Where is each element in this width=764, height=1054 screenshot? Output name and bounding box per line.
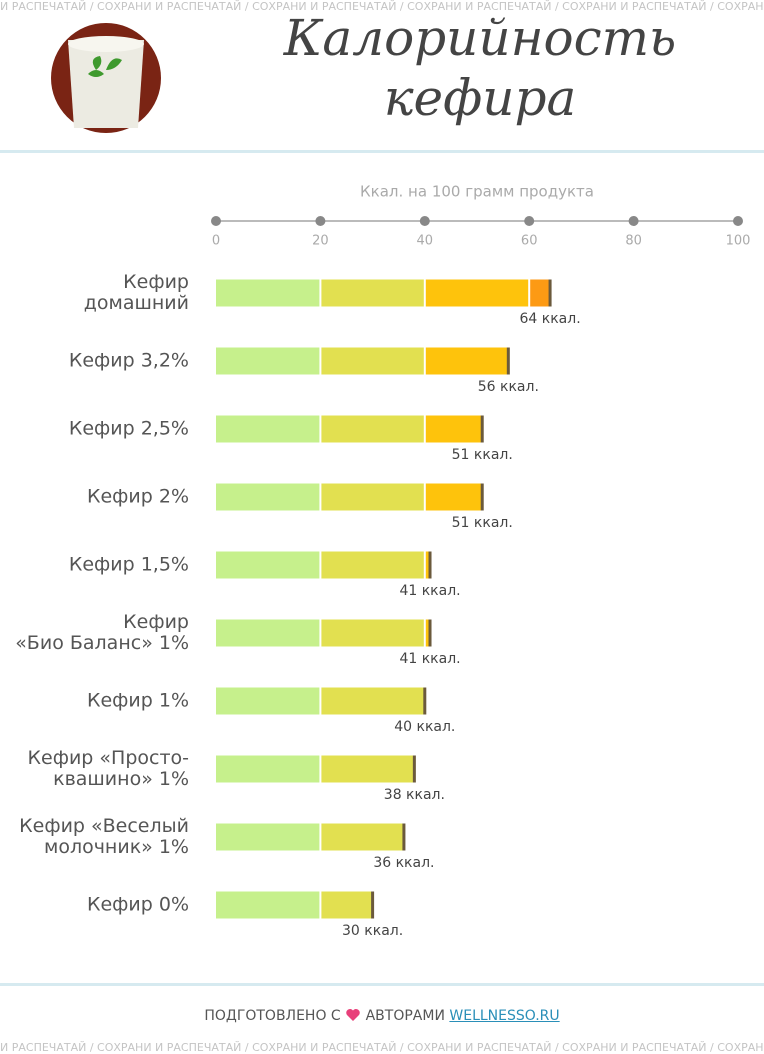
bar-segment	[216, 891, 320, 919]
heart-icon	[346, 1009, 360, 1021]
footer-text: ПОДГОТОВЛЕНО С	[204, 1008, 341, 1024]
bar-segment	[321, 823, 403, 851]
value-label: 40 ккал.	[394, 719, 455, 735]
kefir-photo	[51, 23, 161, 133]
value-label: 36 ккал.	[373, 855, 434, 871]
bar-segment	[321, 891, 372, 919]
x-tick-label: 100	[726, 234, 751, 249]
bar-end	[371, 891, 375, 919]
bar-segment	[216, 415, 320, 443]
bar-end	[428, 551, 432, 579]
category-label: Кефир 3,2%	[68, 349, 189, 372]
bar-segment	[425, 415, 482, 443]
bar-segment	[216, 619, 320, 647]
category-label: Кефир «Био Баланс» 1%	[15, 611, 189, 654]
bar-segment	[321, 483, 424, 511]
bar-end	[480, 483, 484, 511]
value-label: 51 ккал.	[452, 515, 513, 531]
footer-text: АВТОРАМИ	[365, 1008, 445, 1024]
bar-segment	[321, 687, 424, 715]
bar-segment	[216, 279, 320, 307]
value-label: 56 ккал.	[478, 379, 539, 395]
x-tick-label: 60	[521, 234, 538, 249]
divider	[0, 150, 764, 153]
category-label: Кефир 1,5%	[68, 553, 189, 576]
x-tick-label: 0	[212, 234, 220, 249]
bar-segment	[216, 483, 320, 511]
tick-mark	[628, 216, 639, 226]
value-label: 30 ккал.	[342, 923, 403, 939]
x-tick-label: 20	[312, 234, 329, 249]
bar-segment	[321, 551, 424, 579]
chart-title: Калорийность кефира	[283, 9, 677, 127]
bar-segment	[216, 755, 320, 783]
bar-end	[480, 415, 484, 443]
category-label: Кефир домашний	[83, 271, 189, 314]
bar-segment	[321, 347, 424, 375]
bar-segment	[321, 279, 424, 307]
bar-segment	[425, 551, 430, 579]
tick-mark	[315, 216, 326, 226]
x-tick-label: 80	[625, 234, 642, 249]
category-label: Кефир 2%	[86, 485, 189, 508]
bar-segment	[425, 279, 529, 307]
value-label: 64 ккал.	[520, 311, 581, 327]
value-label: 41 ккал.	[399, 583, 460, 599]
bar-segment	[216, 347, 320, 375]
bar-segment	[425, 619, 430, 647]
value-label: 38 ккал.	[384, 787, 445, 803]
bar-segment	[321, 755, 414, 783]
bar-segment	[216, 551, 320, 579]
bar-segment	[216, 823, 320, 851]
category-label: Кефир 2,5%	[68, 417, 189, 440]
category-label: Кефир 1%	[86, 689, 189, 712]
bar-segment	[425, 483, 482, 511]
bar-end	[428, 619, 432, 647]
tick-mark	[419, 216, 430, 226]
divider	[0, 983, 764, 986]
tick-mark	[524, 216, 535, 226]
bar-end	[423, 687, 427, 715]
tick-mark	[733, 216, 743, 226]
bar-segment	[216, 687, 320, 715]
bar-end	[548, 279, 552, 307]
category-label: Кефир «Веселый молочник» 1%	[19, 815, 189, 858]
category-label: Кефир 0%	[86, 893, 189, 916]
bar-segment	[530, 279, 550, 307]
bar-end	[412, 755, 416, 783]
tick-mark	[211, 216, 221, 226]
value-label: 41 ккал.	[399, 651, 460, 667]
footer: ПОДГОТОВЛЕНО С АВТОРАМИ WELLNESSO.RU	[0, 1008, 764, 1024]
x-axis-label: Ккал. на 100 грамм продукта	[360, 183, 594, 201]
footer-link[interactable]: WELLNESSO.RU	[449, 1008, 560, 1024]
bar-segment	[321, 619, 424, 647]
category-label: Кефир «Просто- квашино» 1%	[27, 747, 189, 790]
bar-end	[506, 347, 510, 375]
x-tick-label: 40	[417, 234, 434, 249]
bar-end	[402, 823, 406, 851]
bar-segment	[321, 415, 424, 443]
watermark: И РАСПЕЧАТАЙ / СОХРАНИ И РАСПЕЧАТАЙ / СО…	[0, 0, 764, 13]
watermark: И РАСПЕЧАТАЙ / СОХРАНИ И РАСПЕЧАТАЙ / СО…	[0, 1041, 764, 1054]
value-label: 51 ккал.	[452, 447, 513, 463]
bar-segment	[425, 347, 508, 375]
